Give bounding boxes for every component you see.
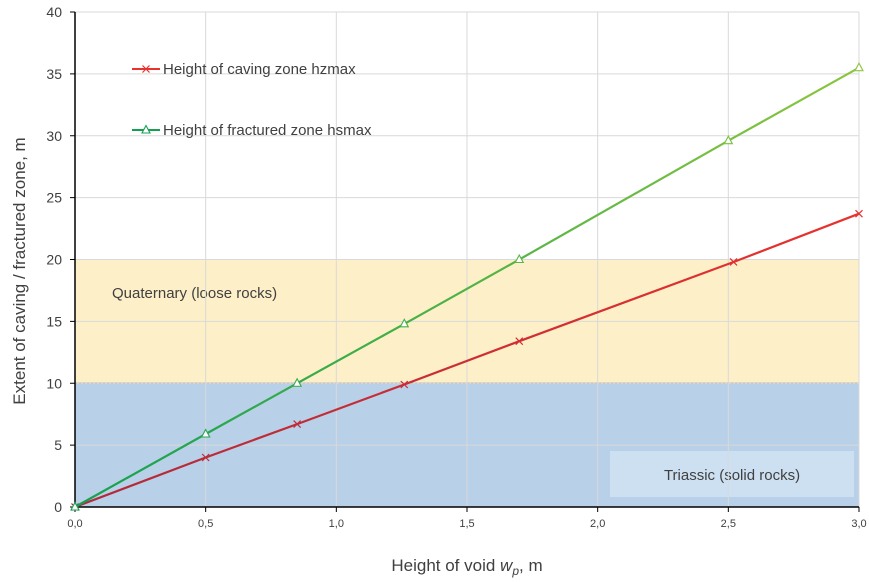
x-tick-label-3: 1,5: [459, 518, 474, 530]
series-1-point-5: [723, 135, 734, 145]
x-tick-label-5: 2,5: [721, 518, 736, 530]
series-0-point-5: [729, 258, 738, 266]
y-tick-label-1: 5: [54, 437, 62, 453]
legend-marker-0-stroke-b: [142, 65, 150, 73]
series-1-point-0: [70, 501, 80, 511]
series-0-point-6: [855, 209, 863, 218]
y-axis-label: Extent of caving / fractured zone, m: [10, 137, 29, 404]
series-0-point-1: [201, 453, 210, 462]
legend-marker-0: [142, 65, 150, 73]
series-0-point-3: [400, 380, 409, 389]
zone-label-quaternary: Quaternary (loose rocks): [112, 285, 277, 302]
x-tick-label-2: 1,0: [329, 518, 344, 530]
series-1-point-4: [514, 253, 525, 264]
series-1: [70, 62, 864, 511]
y-tick-label-7: 35: [46, 66, 62, 82]
x-axis-label: Height of void wp, m: [391, 556, 542, 578]
x-axis-label-suffix: , m: [519, 556, 543, 575]
y-tick-label-2: 10: [46, 375, 62, 391]
series-0-point-6-stroke-b: [855, 209, 863, 218]
series-1-point-3: [399, 318, 410, 328]
legend-label-0: Height of caving zone hzmax: [163, 61, 356, 78]
zone-label-box-triassic: [610, 451, 854, 497]
axes-layer: 0 5 10 15 20 25 30 35 40 0,0 0,5 1,0 1,5 2,0 2,5 3,0: [46, 4, 866, 530]
series-layer: [70, 62, 864, 511]
series-0-point-3-stroke-b: [400, 380, 409, 389]
y-tick-label-3: 15: [46, 313, 62, 329]
series-1-point-1: [200, 428, 211, 438]
legend-label-1: Height of fractured zone hsmax: [163, 122, 372, 139]
series-0-point-2-stroke-b: [293, 420, 302, 429]
series-1-point-6: [854, 62, 864, 72]
x-axis-label-prefix: Height of void: [391, 556, 500, 575]
y-tick-label-0: 0: [54, 499, 62, 515]
x-tick-label-0: 0,0: [67, 518, 82, 530]
y-tick-label-6: 30: [46, 128, 62, 144]
series-0-point-4: [515, 337, 524, 346]
legend: Height of caving zone hzmax Height of fra…: [132, 61, 372, 139]
x-axis-label-subscript: p: [511, 564, 519, 578]
series-0-point-1-stroke-b: [201, 453, 210, 462]
series-1-point-2: [292, 377, 303, 387]
y-tick-label-8: 40: [46, 4, 62, 20]
legend-marker-1: [141, 124, 151, 134]
y-tick-label-4: 20: [46, 252, 62, 268]
x-axis-label-variable: w: [500, 556, 514, 575]
x-tick-label-1: 0,5: [198, 518, 213, 530]
series-0-point-4-stroke-b: [515, 337, 524, 346]
zone-label-triassic: Triassic (solid rocks): [664, 467, 800, 484]
x-tick-label-6: 3,0: [851, 518, 866, 530]
y-tick-label-5: 25: [46, 190, 62, 206]
x-tick-label-4: 2,0: [590, 518, 605, 530]
series-0-point-2: [293, 420, 302, 429]
series-0-point-5-stroke-b: [729, 258, 738, 266]
